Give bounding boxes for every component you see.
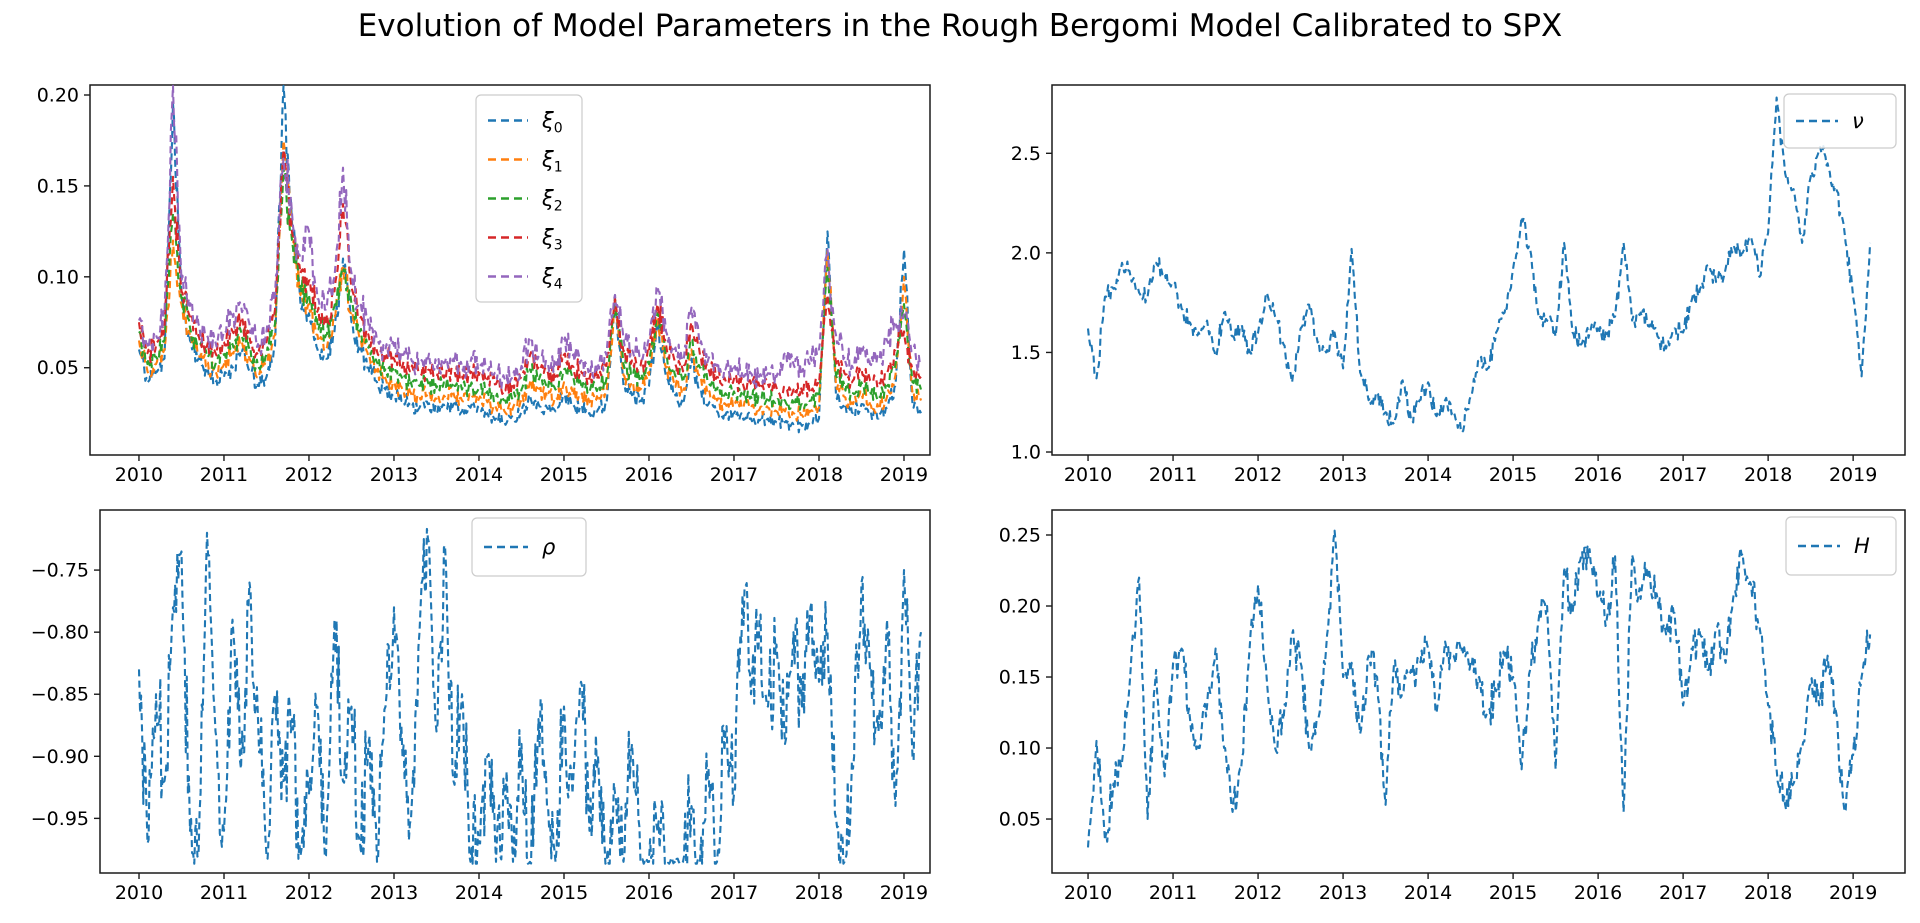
x-tick-label-h-panel: 2014: [1404, 882, 1452, 904]
x-tick-label-h-panel: 2012: [1234, 882, 1282, 904]
x-tick-label-xi-panel: 2010: [115, 464, 163, 486]
x-tick-label-rho-panel: 2010: [115, 882, 163, 904]
x-tick-label-nu-panel: 2016: [1574, 464, 1622, 486]
x-tick-label-h-panel: 2017: [1659, 882, 1707, 904]
x-tick-label-xi-panel: 2014: [455, 464, 503, 486]
axes-box-nu-panel: [1051, 84, 1906, 456]
series-line-xi3: [137, 148, 922, 400]
x-tick-label-h-panel: 2019: [1829, 882, 1877, 904]
y-tick-label-nu-panel: 2.5: [1011, 143, 1041, 165]
nu-panel: 2010 2011 2012 2013 2014 2015 2016 2017 2018 2019…: [1011, 84, 1906, 486]
series-line-xi0: [137, 84, 922, 434]
legend-label-H: H: [1854, 534, 1870, 558]
xi-panel: 2010 2011 2012 2013 2014 2015 2016 2017 2018 2019…: [37, 84, 931, 486]
series-line-xi1: [137, 139, 922, 422]
rho-panel: 2010 2011 2012 2013 2014 2015 2016 2017 2018 2019…: [31, 509, 931, 904]
y-tick-label-rho-panel: −0.85: [31, 684, 89, 706]
series-line-H: [1086, 529, 1872, 848]
legend-box-nu-panel: [1783, 93, 1897, 149]
legend-label-nu: ν: [1852, 109, 1864, 133]
y-tick-label-rho-panel: −0.90: [31, 746, 89, 768]
legend-box-xi-panel: [475, 94, 583, 303]
x-tick-label-rho-panel: 2012: [285, 882, 333, 904]
y-tick-label-h-panel: 0.25: [999, 524, 1041, 546]
h-panel: 2010 2011 2012 2013 2014 2015 2016 2017 2018 2019…: [999, 509, 1906, 904]
x-tick-label-rho-panel: 2019: [880, 882, 928, 904]
x-tick-label-nu-panel: 2015: [1489, 464, 1537, 486]
legend-label-xi2: ξ2: [541, 187, 563, 215]
y-tick-label-rho-panel: −0.95: [31, 808, 89, 830]
x-tick-label-xi-panel: 2018: [795, 464, 843, 486]
x-tick-label-xi-panel: 2012: [285, 464, 333, 486]
axes-box-rho-panel: [99, 509, 931, 874]
y-tick-label-nu-panel: 1.0: [1011, 442, 1041, 464]
legend-label-xi4: ξ4: [541, 265, 563, 293]
y-tick-label-xi-panel: 0.20: [37, 85, 79, 107]
x-tick-label-rho-panel: 2014: [455, 882, 503, 904]
x-tick-label-xi-panel: 2016: [625, 464, 673, 486]
legend-label-xi1: ξ1: [541, 148, 563, 176]
x-tick-label-rho-panel: 2017: [710, 882, 758, 904]
series-line-nu: [1086, 96, 1872, 434]
x-tick-label-xi-panel: 2019: [880, 464, 928, 486]
x-tick-label-nu-panel: 2010: [1064, 464, 1112, 486]
x-tick-label-nu-panel: 2013: [1319, 464, 1367, 486]
y-tick-label-rho-panel: −0.75: [31, 560, 89, 582]
x-tick-label-h-panel: 2013: [1319, 882, 1367, 904]
x-tick-label-nu-panel: 2019: [1829, 464, 1877, 486]
x-tick-label-nu-panel: 2017: [1659, 464, 1707, 486]
y-tick-label-xi-panel: 0.15: [37, 175, 79, 197]
x-tick-label-rho-panel: 2015: [540, 882, 588, 904]
x-tick-label-nu-panel: 2011: [1149, 464, 1197, 486]
x-tick-label-h-panel: 2018: [1744, 882, 1792, 904]
x-tick-label-rho-panel: 2016: [625, 882, 673, 904]
legend-label-xi3: ξ3: [541, 226, 563, 254]
x-tick-label-xi-panel: 2017: [710, 464, 758, 486]
y-tick-label-h-panel: 0.05: [999, 809, 1041, 831]
x-tick-label-nu-panel: 2014: [1404, 464, 1452, 486]
x-tick-label-xi-panel: 2011: [200, 464, 248, 486]
axes-box-xi-panel: [89, 84, 931, 456]
legend-box-rho-panel: [471, 517, 587, 577]
x-tick-label-h-panel: 2011: [1149, 882, 1197, 904]
legend-label-xi0: ξ0: [541, 109, 563, 137]
x-tick-label-rho-panel: 2013: [370, 882, 418, 904]
x-tick-label-xi-panel: 2015: [540, 464, 588, 486]
figure-title: Evolution of Model Parameters in the Rou…: [357, 8, 1563, 44]
y-tick-label-h-panel: 0.15: [999, 667, 1041, 689]
y-tick-label-h-panel: 0.20: [999, 596, 1041, 618]
axes-box-h-panel: [1051, 509, 1906, 874]
x-tick-label-rho-panel: 2011: [200, 882, 248, 904]
x-tick-label-h-panel: 2016: [1574, 882, 1622, 904]
y-tick-label-h-panel: 0.10: [999, 738, 1041, 760]
y-tick-label-xi-panel: 0.05: [37, 357, 79, 379]
x-tick-label-xi-panel: 2013: [370, 464, 418, 486]
legend-label-rho: ρ: [542, 535, 556, 559]
y-tick-label-nu-panel: 1.5: [1011, 342, 1041, 364]
x-tick-label-nu-panel: 2018: [1744, 464, 1792, 486]
x-tick-label-h-panel: 2010: [1064, 882, 1112, 904]
y-tick-label-nu-panel: 2.0: [1011, 242, 1041, 264]
x-tick-label-h-panel: 2015: [1489, 882, 1537, 904]
series-line-xi2: [138, 166, 923, 411]
x-tick-label-rho-panel: 2018: [795, 882, 843, 904]
y-tick-label-xi-panel: 0.10: [37, 266, 79, 288]
x-tick-label-nu-panel: 2012: [1234, 464, 1282, 486]
series-line-xi4: [138, 84, 922, 391]
y-tick-label-rho-panel: −0.80: [31, 622, 89, 644]
legend-box-h-panel: [1785, 516, 1897, 576]
series-line-rho: [137, 527, 923, 865]
